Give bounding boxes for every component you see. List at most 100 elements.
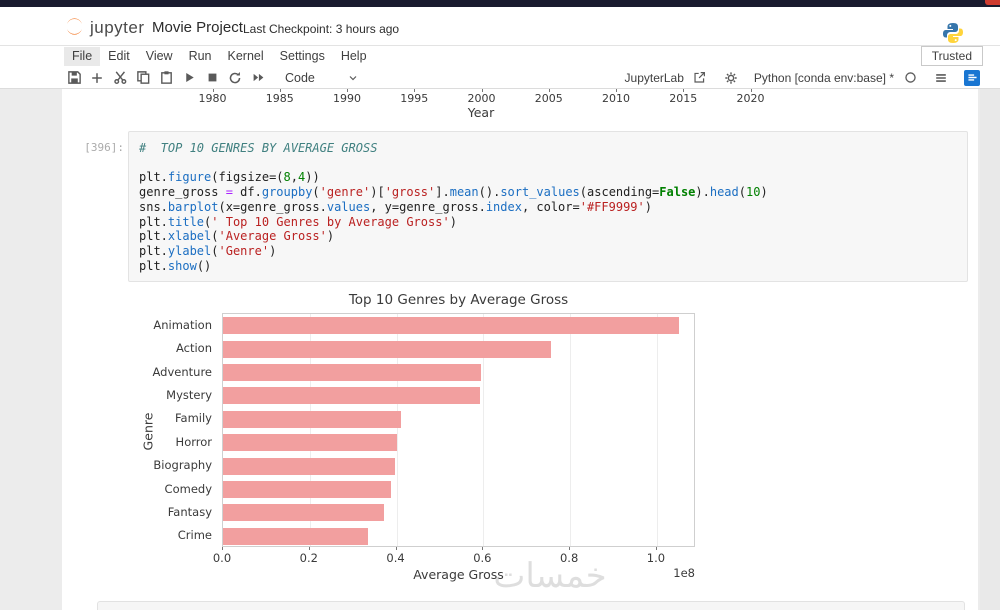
gear-icon[interactable] [723,70,739,86]
bar-comedy [223,481,391,498]
ytick-label: Animation [153,317,212,332]
chart-xlabel: Average Gross [413,567,504,582]
year-tick-label: 2000 [467,92,496,105]
year-tick-mark [279,89,281,92]
paste-icon[interactable] [158,70,174,86]
stop-icon[interactable] [204,70,220,86]
code-line: plt.xlabel('Average Gross') [139,229,335,244]
chart-ylabel: Genre [140,412,156,451]
code-line: genre_gross = df.groupby('genre')['gross… [139,185,768,200]
run-icon[interactable] [181,70,197,86]
code-line: # TOP 10 GENRES BY AVERAGE GROSS [139,141,378,155]
year-tick-mark [548,89,550,92]
bar-fantasy [223,504,384,522]
menu-item-kernel[interactable]: Kernel [227,49,264,63]
ytick-label: Horror [175,434,212,449]
ytick-label: Fantasy [167,504,212,519]
menu-item-edit[interactable]: Edit [108,49,130,63]
open-in-jupyterlab-link[interactable]: JupyterLab [624,70,684,85]
xtick-mark [222,547,223,550]
save-icon[interactable] [66,70,82,86]
bar-adventure [223,364,482,381]
xtick-label: 0.2 [299,551,318,565]
menu-item-view[interactable]: View [145,49,173,63]
year-tick-mark [414,89,416,92]
code-cell-input[interactable]: # TOP 10 GENRES BY AVERAGE GROSS plt.fig… [128,131,968,282]
browser-accent-fragment [985,0,1000,5]
python-logo-icon [943,23,963,43]
xtick-label: 0.8 [559,551,579,565]
ytick-label: Action [175,341,212,356]
bar-action [223,340,551,358]
copy-icon[interactable] [135,70,151,86]
chart-axis-offset: 1e8 [673,566,695,580]
code-line: plt.ylabel('Genre') [139,243,277,258]
execution-count: [396]: [84,141,124,154]
code-line: plt.show() [139,258,212,273]
checkpoint-status: Last Checkpoint: 3 hours ago [243,22,400,36]
browser-top-strip [0,0,1000,7]
xtick-mark [569,547,571,550]
add-cell-icon[interactable] [89,70,105,86]
menu-item-run[interactable]: Run [188,49,212,63]
chart-title: Top 10 Genres by Average Gross [348,292,569,308]
kernel-status-icon[interactable] [902,70,918,86]
year-tick-label: 2015 [669,92,698,105]
code-line [139,156,957,171]
cell-type-dropdown[interactable]: Code [285,70,315,85]
ytick-label: Crime [177,528,212,543]
bar-animation [223,317,679,335]
year-tick-label: 2005 [534,92,563,105]
year-tick-label: 1980 [198,92,227,105]
menu-item-file[interactable]: File [64,47,101,66]
year-tick-mark [347,89,348,92]
menu-item-settings[interactable]: Settings [279,49,325,63]
bar-mystery [223,387,480,405]
hamburger-menu-icon[interactable] [933,70,949,86]
xtick-label: 0.6 [473,551,492,565]
bar-horror [223,434,398,452]
xtick-label: 0.0 [212,551,232,565]
ytick-label: Biography [153,458,212,473]
notebook-header: jupyter Movie Project Last Checkpoint: 3… [0,7,1000,46]
jupyter-wordmark: jupyter [90,18,145,37]
code-line: plt.figure(figsize=(8,4)) [139,170,320,185]
scrollbar-gutter[interactable] [980,89,1000,610]
next-code-cell-fragment[interactable] [97,601,965,610]
gridline [570,314,572,546]
gridline [309,314,311,546]
bar-chart-plot-area [222,313,695,547]
ytick-label: Comedy [164,481,212,496]
code-editor[interactable]: # TOP 10 GENRES BY AVERAGE GROSS plt.fig… [129,132,967,282]
year-tick-label: 2020 [736,92,765,105]
trusted-button[interactable]: Trusted [920,46,983,66]
year-tick-mark [481,89,483,92]
year-tick-mark [750,89,752,92]
gridline [656,314,658,546]
year-axis-label: Year [467,105,495,120]
cut-icon[interactable] [112,70,128,86]
external-link-icon[interactable] [692,70,708,86]
notebook-title[interactable]: Movie Project [152,19,243,36]
kernel-name[interactable]: Python [conda env:base] * [753,70,894,85]
ytick-label: Family [174,411,212,426]
ytick-label: Mystery [166,387,212,402]
chevron-down-icon[interactable] [345,70,361,86]
gridline [396,314,398,546]
restart-icon[interactable] [227,70,243,86]
ytick-label: Adventure [152,364,212,379]
menu-item-help[interactable]: Help [340,49,367,63]
bar-crime [223,527,369,545]
year-tick-label: 2010 [602,92,630,105]
menu-bar: File Edit View Run Kernel Settings Help Truste… [0,46,1000,68]
bar-biography [223,457,395,475]
xtick-label: 1.0 [646,551,666,565]
xtick-mark [655,547,657,550]
xtick-mark [308,547,310,550]
notebook-tools-icon[interactable] [964,69,980,86]
xtick-label: 0.4 [386,551,405,565]
cell-toolbar: Code JupyterLab Python [conda env:base] … [0,67,1000,89]
year-tick-label: 1995 [400,92,429,105]
year-tick-mark [212,89,214,92]
fast-forward-icon[interactable] [250,70,266,86]
